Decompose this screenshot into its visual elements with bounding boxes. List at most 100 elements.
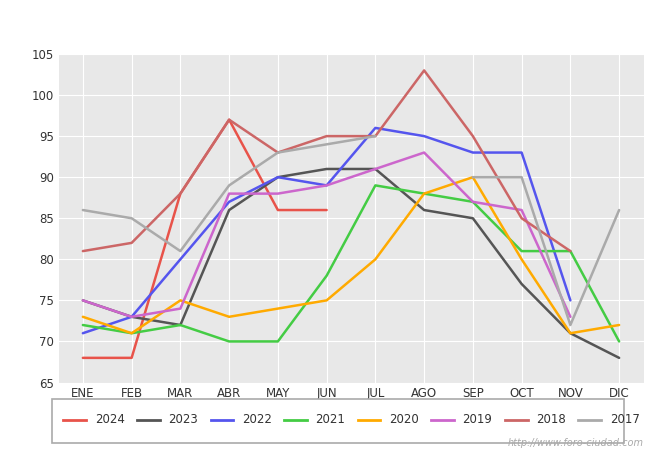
Text: 2022: 2022 [242, 413, 272, 426]
2023 [372, 166, 380, 172]
2024 [322, 207, 330, 213]
2022 [517, 150, 525, 155]
2020 [517, 256, 525, 262]
2020 [615, 322, 623, 328]
2018 [420, 68, 428, 73]
2020 [372, 256, 380, 262]
2023 [177, 322, 185, 328]
2018 [225, 117, 233, 122]
2018 [127, 240, 136, 246]
2017 [79, 207, 87, 213]
Line: 2021: 2021 [83, 185, 619, 342]
2021 [79, 322, 87, 328]
2023 [420, 207, 428, 213]
2023 [127, 314, 136, 319]
Text: 2020: 2020 [389, 413, 419, 426]
2021 [225, 339, 233, 344]
Text: 2019: 2019 [463, 413, 493, 426]
2019 [127, 314, 136, 319]
2022 [469, 150, 477, 155]
2018 [566, 248, 575, 254]
2020 [420, 191, 428, 196]
2024 [177, 191, 185, 196]
2021 [372, 183, 380, 188]
2022 [127, 314, 136, 319]
2023 [225, 207, 233, 213]
2022 [79, 330, 87, 336]
Line: 2019: 2019 [83, 153, 571, 317]
2019 [177, 306, 185, 311]
2020 [322, 298, 330, 303]
Text: Afiliados en Santo Domingo de Silos a 31/5/2024: Afiliados en Santo Domingo de Silos a 31… [105, 14, 545, 32]
2020 [469, 175, 477, 180]
2017 [177, 248, 185, 254]
2021 [274, 339, 282, 344]
Text: 2017: 2017 [610, 413, 640, 426]
Text: http://www.foro-ciudad.com: http://www.foro-ciudad.com [508, 438, 644, 448]
2017 [225, 183, 233, 188]
2017 [274, 150, 282, 155]
2024 [79, 355, 87, 360]
2024 [127, 355, 136, 360]
2019 [79, 298, 87, 303]
2021 [177, 322, 185, 328]
2023 [615, 355, 623, 360]
2022 [566, 298, 575, 303]
2019 [322, 183, 330, 188]
2019 [372, 166, 380, 172]
2018 [372, 133, 380, 139]
2023 [274, 175, 282, 180]
2022 [274, 175, 282, 180]
2023 [517, 281, 525, 287]
2021 [322, 273, 330, 279]
2019 [225, 191, 233, 196]
2022 [177, 256, 185, 262]
2018 [322, 133, 330, 139]
Text: 2024: 2024 [95, 413, 125, 426]
2021 [127, 330, 136, 336]
2020 [177, 298, 185, 303]
2017 [372, 133, 380, 139]
2021 [420, 191, 428, 196]
Line: 2023: 2023 [83, 169, 619, 358]
2023 [566, 330, 575, 336]
2023 [469, 216, 477, 221]
2020 [274, 306, 282, 311]
Line: 2018: 2018 [83, 70, 571, 251]
2020 [127, 330, 136, 336]
2022 [420, 133, 428, 139]
Line: 2024: 2024 [83, 120, 326, 358]
2021 [469, 199, 477, 204]
2020 [79, 314, 87, 319]
2018 [274, 150, 282, 155]
2018 [79, 248, 87, 254]
2018 [177, 191, 185, 196]
Line: 2020: 2020 [83, 177, 619, 333]
2018 [469, 133, 477, 139]
2018 [517, 216, 525, 221]
Text: 2023: 2023 [168, 413, 198, 426]
2019 [566, 314, 575, 319]
Line: 2017: 2017 [83, 136, 376, 251]
2020 [566, 330, 575, 336]
Line: 2022: 2022 [83, 128, 571, 333]
2017 [127, 216, 136, 221]
Text: 2021: 2021 [315, 413, 345, 426]
Text: 2018: 2018 [536, 413, 566, 426]
2017 [322, 142, 330, 147]
2019 [469, 199, 477, 204]
2022 [225, 199, 233, 204]
FancyBboxPatch shape [52, 400, 624, 443]
2023 [322, 166, 330, 172]
2022 [372, 125, 380, 130]
2020 [225, 314, 233, 319]
2019 [274, 191, 282, 196]
2021 [615, 339, 623, 344]
2019 [420, 150, 428, 155]
2022 [322, 183, 330, 188]
2019 [517, 207, 525, 213]
2024 [225, 117, 233, 122]
2021 [566, 248, 575, 254]
2023 [79, 298, 87, 303]
2024 [274, 207, 282, 213]
